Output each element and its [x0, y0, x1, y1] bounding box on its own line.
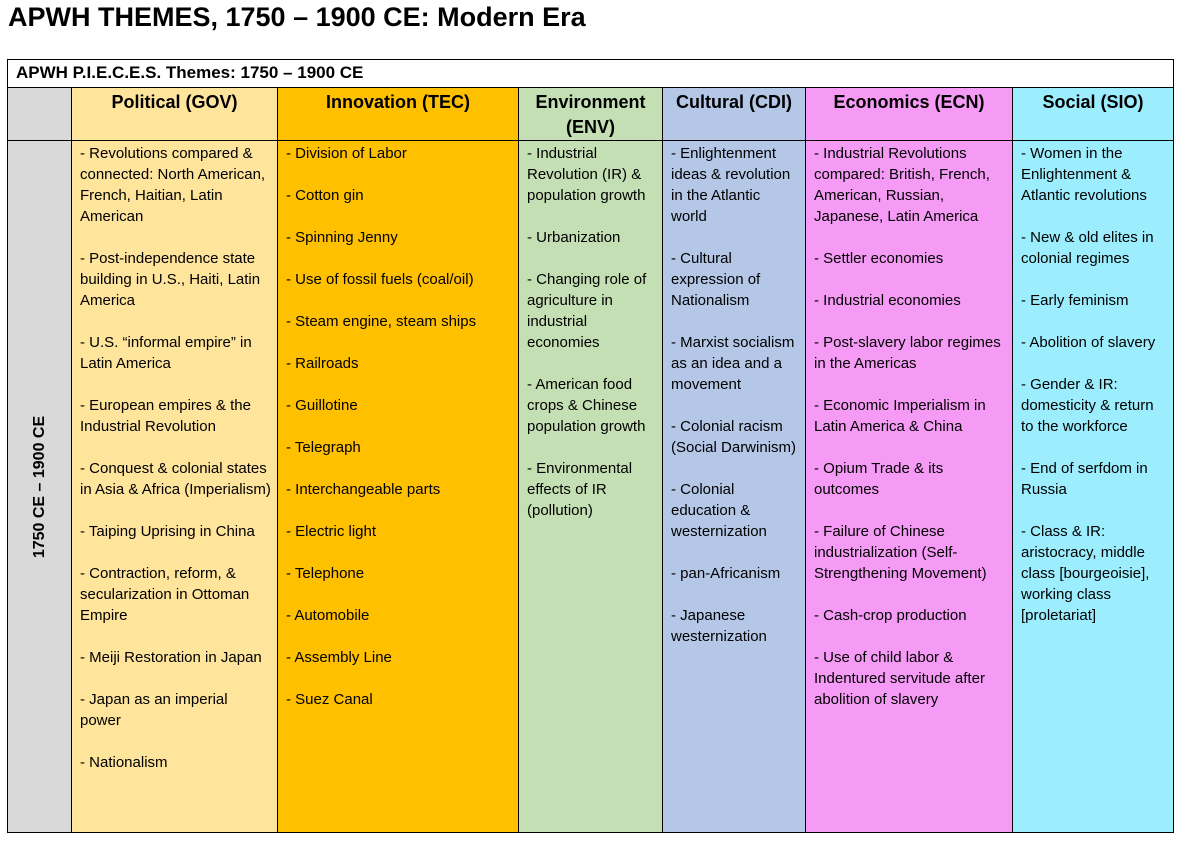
env-list-item: - Changing role of agriculture in indust…: [527, 271, 647, 351]
ecn-list-item: - Settler economies: [814, 250, 944, 267]
tec-list-item: - Suez Canal: [286, 691, 373, 708]
tec-list-item: - Assembly Line: [286, 649, 392, 666]
themes-table: APWH P.I.E.C.E.S. Themes: 1750 – 1900 CE…: [6, 59, 1175, 833]
tec-list-item: - Use of fossil fuels (coal/oil): [286, 271, 474, 288]
corner-cell: [7, 87, 72, 141]
sio-list-item: - Class & IR: aristocracy, middle class …: [1021, 523, 1150, 624]
env-list-item: - Urbanization: [527, 229, 621, 246]
political-list: - Revolutions compared & connected: Nort…: [72, 141, 277, 773]
page-title: APWH THEMES, 1750 – 1900 CE: Modern Era: [8, 2, 586, 32]
ecn-list-item: - Use of child labor & Indentured servit…: [814, 649, 985, 708]
sio-list-item: - New & old elites in colonial regimes: [1021, 229, 1154, 267]
tec-list-item: - Telephone: [286, 565, 365, 582]
innovation-cell: - Division of Labor - Cotton gin - Spinnin…: [277, 140, 519, 833]
tec-list-item: - Automobile: [286, 607, 370, 624]
environment-cell: - Industrial Revolution (IR) & populatio…: [518, 140, 663, 833]
env-list-item: - Industrial Revolution (IR) & populatio…: [527, 145, 646, 204]
ecn-list-item: - Opium Trade & its outcomes: [814, 460, 944, 498]
sio-list-item: - Women in the Enlightenment & Atlantic …: [1021, 145, 1147, 204]
table-caption: APWH P.I.E.C.E.S. Themes: 1750 – 1900 CE: [6, 59, 1175, 88]
gov-list-item: - Conquest & colonial states in Asia & A…: [80, 460, 271, 498]
social-cell: - Women in the Enlightenment & Atlantic …: [1011, 140, 1175, 833]
gov-list-item: - Post-independence state building in U.…: [80, 250, 261, 309]
header-innovation: Innovation (TEC): [277, 87, 519, 141]
gov-list-item: - Contraction, reform, & secularization …: [80, 565, 250, 624]
tec-list-item: - Guillotine: [286, 397, 358, 414]
cdi-list-item: - Colonial education & westernization: [671, 481, 767, 540]
themes-table-container: APWH P.I.E.C.E.S. Themes: 1750 – 1900 CE…: [6, 59, 1175, 833]
innovation-list: - Division of Labor - Cotton gin - Spinnin…: [278, 141, 518, 710]
tec-list-item: - Cotton gin: [286, 187, 364, 204]
tec-list-item: - Spinning Jenny: [286, 229, 398, 246]
ecn-list-item: - Industrial Revolutions compared: Briti…: [814, 145, 990, 225]
tec-list-item: - Electric light: [286, 523, 377, 540]
cdi-list-item: - Cultural expression of Nationalism: [671, 250, 761, 309]
gov-list-item: - Taiping Uprising in China: [80, 523, 255, 540]
header-cultural: Cultural (CDI): [662, 87, 806, 141]
cdi-list-item: - Colonial racism (Social Darwinism): [671, 418, 797, 456]
sio-list-item: - Gender & IR: domesticity & return to t…: [1021, 376, 1154, 435]
gov-list-item: - U.S. “informal empire” in Latin Americ…: [80, 334, 252, 372]
cdi-list-item: - Japanese westernization: [671, 607, 767, 645]
header-social: Social (SIO): [1011, 87, 1175, 141]
sio-list-item: - Early feminism: [1021, 292, 1129, 309]
ecn-list-item: - Industrial economies: [814, 292, 961, 309]
gov-list-item: - Revolutions compared & connected: Nort…: [80, 145, 266, 225]
ecn-list-item: - Failure of Chinese industrialization (…: [814, 523, 987, 582]
header-environment: Environment (ENV): [518, 87, 663, 141]
cultural-cell: - Enlightenment ideas & revolution in th…: [662, 140, 806, 833]
tec-list-item: - Steam engine, steam ships: [286, 313, 477, 330]
ecn-list-item: - Post-slavery labor regimes in the Amer…: [814, 334, 1001, 372]
tec-list-item: - Interchangeable parts: [286, 481, 441, 498]
ecn-list-item: - Cash-crop production: [814, 607, 967, 624]
body-row: 1750 CE – 1900 CE - Revolutions compared…: [7, 140, 1175, 833]
header-political: Political (GOV): [71, 87, 278, 141]
cdi-list-item: - Marxist socialism as an idea and a mov…: [671, 334, 795, 393]
political-cell: - Revolutions compared & connected: Nort…: [71, 140, 278, 833]
ecn-list-item: - Economic Imperialism in Latin America …: [814, 397, 986, 435]
tec-list-item: - Railroads: [286, 355, 359, 372]
environment-list: - Industrial Revolution (IR) & populatio…: [519, 141, 662, 521]
sio-list-item: - Abolition of slavery: [1021, 334, 1156, 351]
cdi-list-item: - Enlightenment ideas & revolution in th…: [671, 145, 791, 225]
header-row: Political (GOV) Innovation (TEC) Environ…: [7, 87, 1175, 141]
tec-list-item: - Telegraph: [286, 439, 361, 456]
gov-list-item: - European empires & the Industrial Revo…: [80, 397, 251, 435]
cultural-list: - Enlightenment ideas & revolution in th…: [663, 141, 805, 647]
sio-list-item: - End of serfdom in Russia: [1021, 460, 1148, 498]
cdi-list-item: - pan-Africanism: [671, 565, 781, 582]
tec-list-item: - Division of Labor: [286, 145, 407, 162]
env-list-item: - Environmental effects of IR (pollution…: [527, 460, 633, 519]
era-cell: 1750 CE – 1900 CE: [7, 140, 72, 833]
economics-list: - Industrial Revolutions compared: Briti…: [806, 141, 1012, 710]
gov-list-item: - Meiji Restoration in Japan: [80, 649, 262, 666]
header-economics: Economics (ECN): [805, 87, 1013, 141]
gov-list-item: - Nationalism: [80, 754, 168, 771]
env-list-item: - American food crops & Chinese populati…: [527, 376, 646, 435]
economics-cell: - Industrial Revolutions compared: Briti…: [805, 140, 1013, 833]
gov-list-item: - Japan as an imperial power: [80, 691, 228, 729]
era-label: 1750 CE – 1900 CE: [30, 415, 48, 558]
social-list: - Women in the Enlightenment & Atlantic …: [1013, 141, 1173, 626]
